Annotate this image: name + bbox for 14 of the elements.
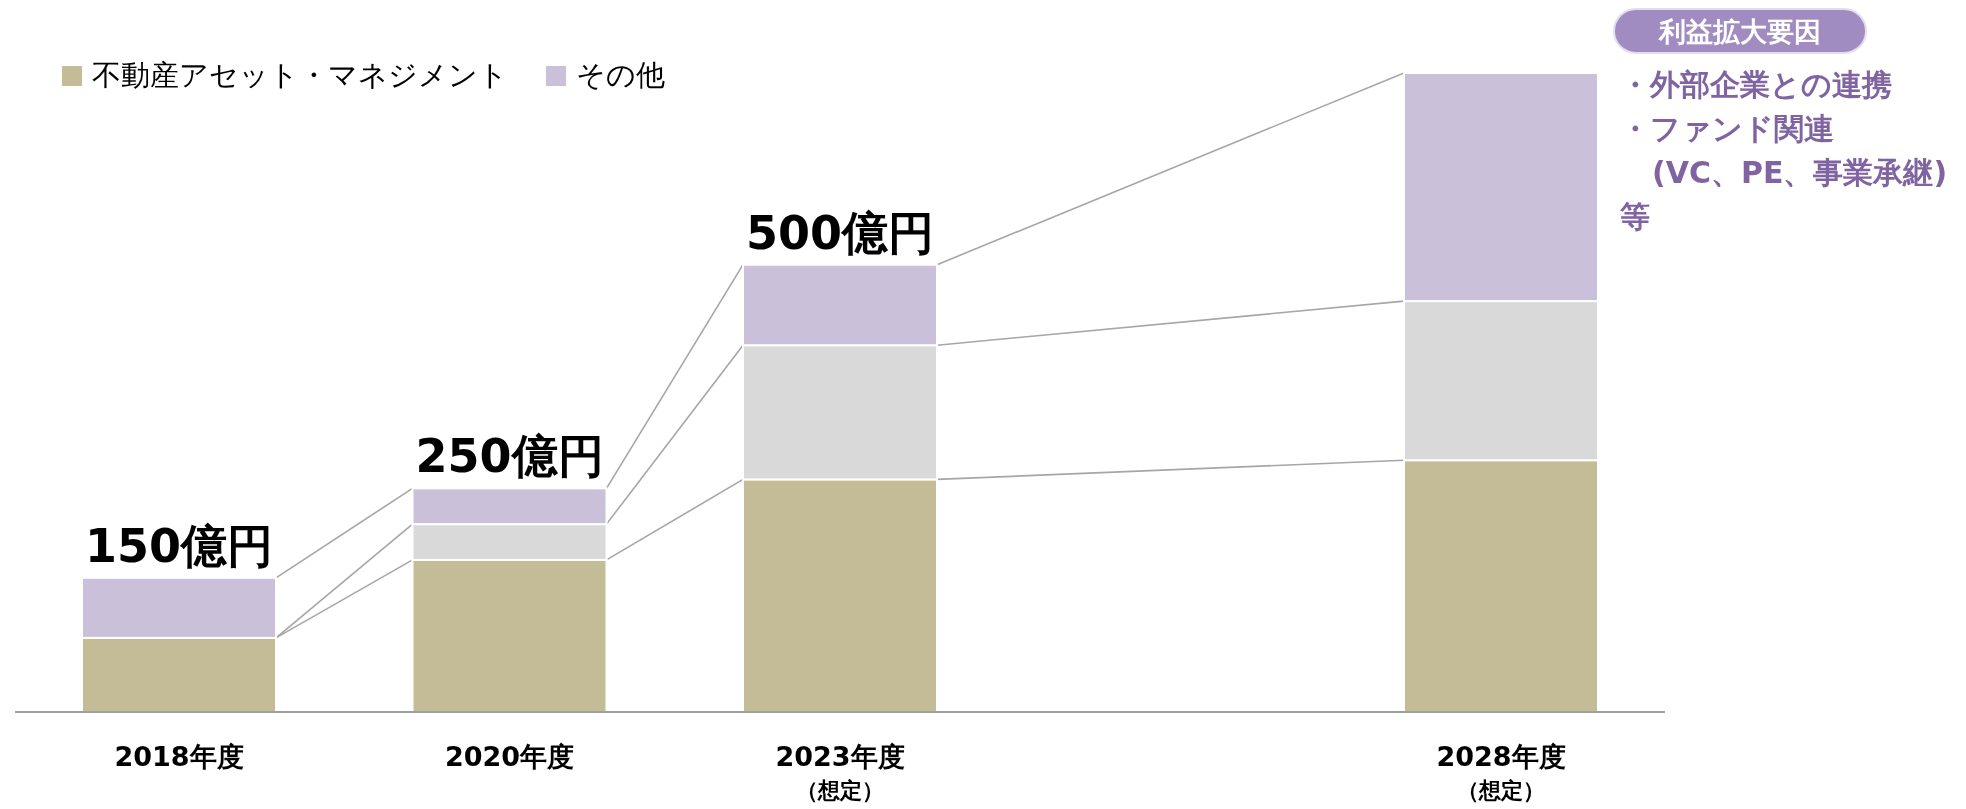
annotation: 等 xyxy=(1619,199,1650,234)
annotation: (VC、PE、事業承継) xyxy=(1652,155,1948,190)
annotation: 250億円 xyxy=(415,429,604,484)
x-tick-label: 2023年度（想定） xyxy=(775,741,905,803)
text: 利益拡大要因 xyxy=(1658,16,1821,47)
x-tick-label: 2018年度 xyxy=(114,741,244,772)
legend-label: 不動産アセット・マネジメント xyxy=(92,58,508,92)
annotation: 150億円 xyxy=(84,518,274,573)
annotation: ・外部企業との連携 xyxy=(1620,67,1892,102)
legend-label: その他 xyxy=(576,58,665,92)
x-tick-label: 2028年度（想定） xyxy=(1436,741,1566,803)
annotation: 500億円 xyxy=(745,205,935,260)
x-tick-label: 2020年度 xyxy=(444,741,575,772)
annotation: ・ファンド関連 xyxy=(1620,111,1834,146)
